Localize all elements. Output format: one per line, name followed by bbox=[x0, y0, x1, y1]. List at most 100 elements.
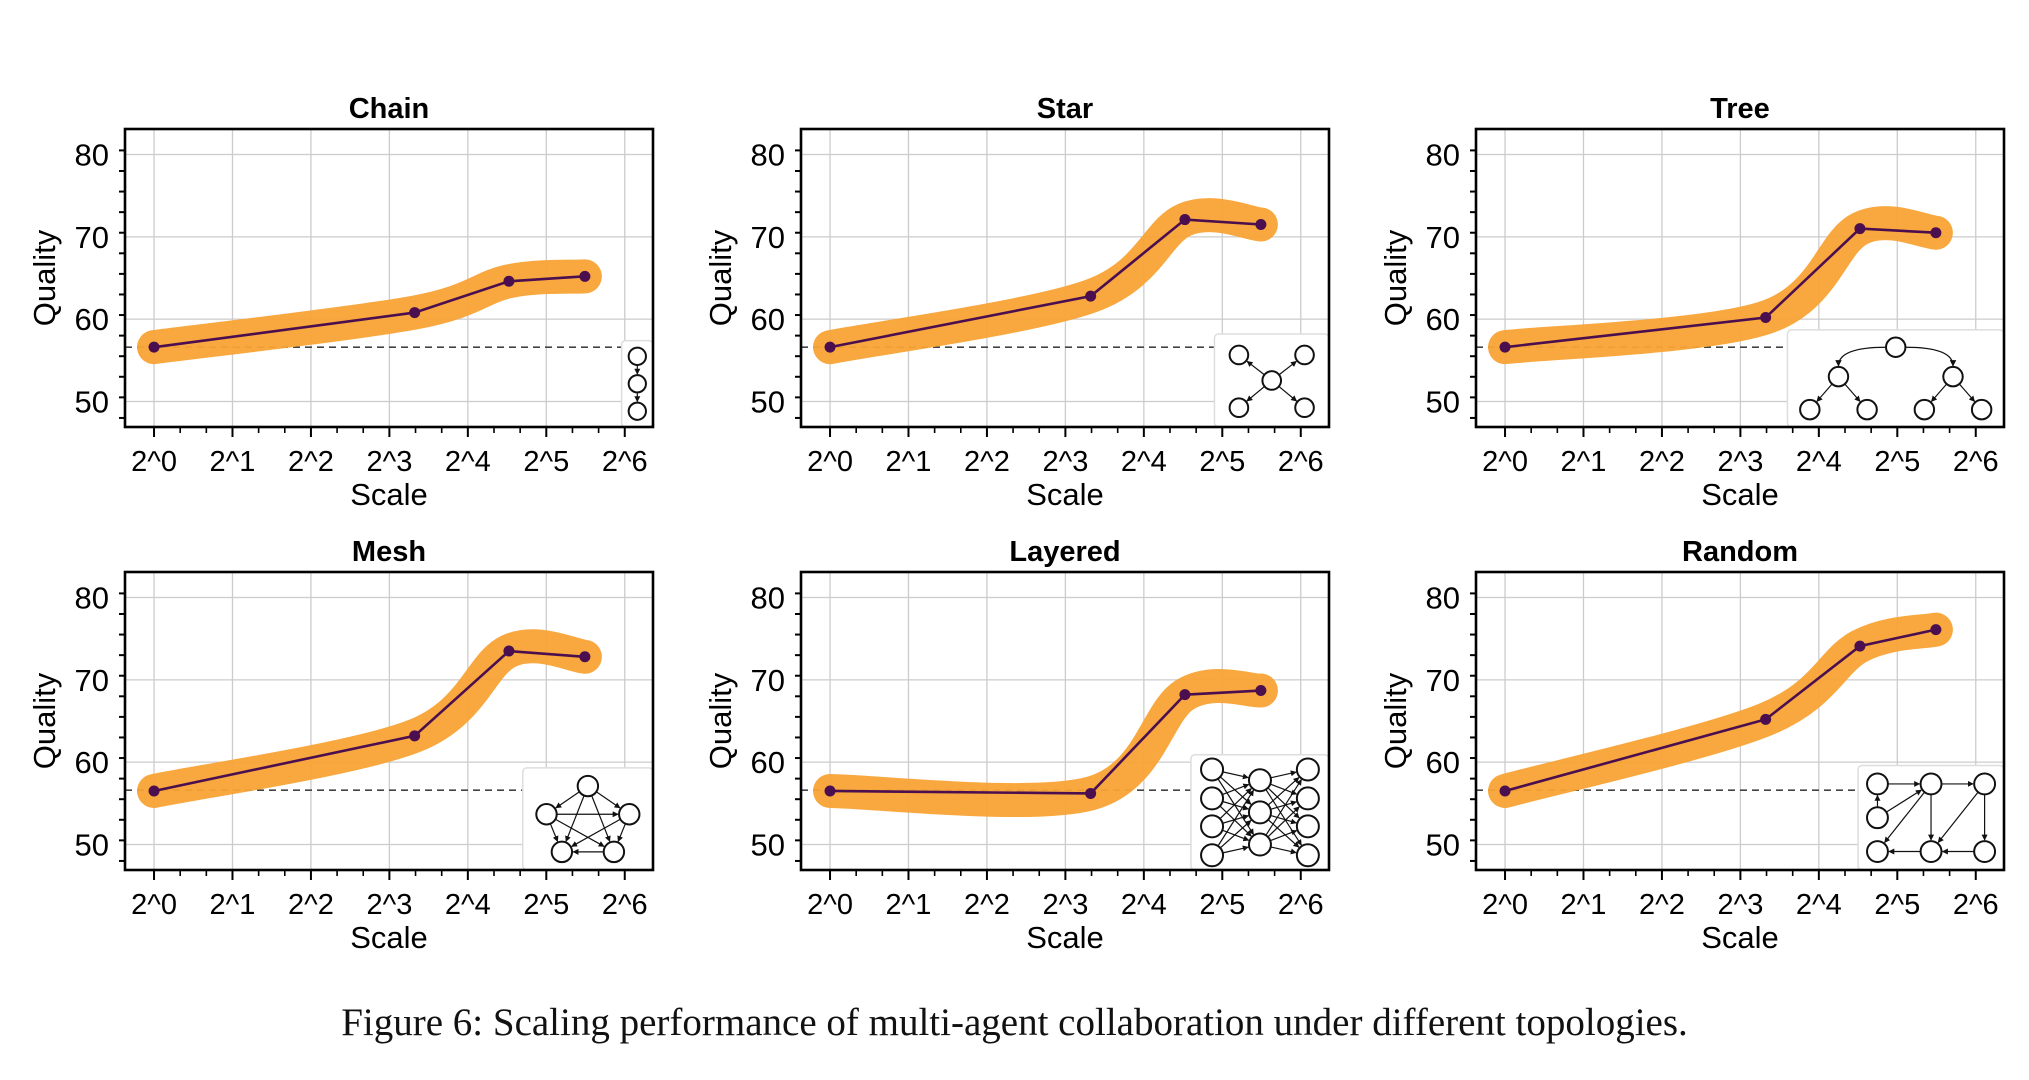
inset-edge bbox=[1217, 789, 1255, 847]
inset-edge bbox=[1835, 346, 1887, 367]
inset-node bbox=[576, 774, 600, 798]
y-tick-label: 70 bbox=[75, 663, 109, 698]
subplot-random: 50 60 70 80 2^0 2^1 2^2 2^3 2^4 2^5 2^6 Scale Qualit… bbox=[1378, 536, 2006, 955]
inset-node bbox=[535, 803, 558, 826]
x-tick-label: 2^4 bbox=[445, 889, 491, 921]
inset-edge bbox=[1270, 829, 1298, 842]
inset-edge bbox=[549, 823, 559, 843]
subplot-star: 50 60 70 80 2^0 2^1 2^2 2^3 2^4 2^5 2^6 Scale Qualit… bbox=[703, 93, 1331, 512]
y-tick-label: 80 bbox=[1426, 138, 1460, 173]
inset-node bbox=[1294, 344, 1315, 366]
data-point bbox=[1499, 341, 1511, 353]
x-tick-label: 2^2 bbox=[288, 446, 334, 478]
y-axis-label: Quality bbox=[1378, 229, 1413, 326]
x-tick-label: 2^4 bbox=[1121, 446, 1167, 478]
inset-node bbox=[1942, 365, 1964, 388]
inset-edge bbox=[555, 818, 605, 847]
inset-edge bbox=[1222, 783, 1250, 796]
x-tick-label: 2^3 bbox=[1042, 446, 1088, 478]
y-tick-label: 70 bbox=[1426, 220, 1460, 255]
inset-node bbox=[1913, 398, 1936, 421]
x-tick-label: 2^2 bbox=[1639, 889, 1685, 921]
x-tick-label: 2^4 bbox=[1796, 889, 1842, 921]
y-tick-label: 80 bbox=[75, 581, 109, 616]
inset-node bbox=[1295, 757, 1320, 782]
series-line bbox=[830, 689, 1261, 795]
data-point bbox=[579, 651, 591, 663]
x-tick-label: 2^3 bbox=[1042, 889, 1088, 921]
data-point bbox=[824, 785, 836, 797]
y-axis-label: Quality bbox=[27, 229, 62, 326]
subplot-layered: 50 60 70 80 2^0 2^1 2^2 2^3 2^4 2^5 2^6 Scale Qualit… bbox=[703, 536, 1331, 955]
y-tick-label: 80 bbox=[751, 138, 785, 173]
inset-node bbox=[1973, 840, 1997, 863]
trend-band bbox=[137, 259, 602, 365]
inset-edge bbox=[1278, 385, 1298, 402]
y-tick-label: 70 bbox=[751, 663, 785, 698]
trend-band bbox=[137, 629, 602, 808]
inset-node bbox=[1919, 772, 1943, 796]
y-tick-label: 50 bbox=[751, 384, 785, 419]
x-tick-label: 2^5 bbox=[1199, 889, 1245, 921]
inset-node bbox=[1295, 814, 1320, 839]
inset-edge bbox=[1222, 800, 1250, 811]
subplot-title: Tree bbox=[1710, 93, 1770, 125]
topology-inset-chain bbox=[620, 339, 654, 428]
inset-edge bbox=[1930, 383, 1948, 402]
x-tick-label: 2^3 bbox=[1717, 889, 1763, 921]
x-tick-label: 2^1 bbox=[886, 889, 932, 921]
inset-node bbox=[1261, 370, 1283, 391]
data-point bbox=[503, 275, 515, 287]
x-tick-label: 2^4 bbox=[445, 446, 491, 478]
series-line bbox=[153, 649, 585, 793]
inset-node bbox=[627, 401, 647, 421]
inset-edge bbox=[1267, 806, 1300, 838]
x-tick-label: 2^0 bbox=[1482, 446, 1528, 478]
inset-node bbox=[1295, 843, 1320, 868]
inset-edge bbox=[1270, 846, 1297, 855]
inset-node bbox=[1200, 843, 1225, 868]
subplot-title: Layered bbox=[1009, 536, 1120, 568]
inset-node bbox=[1856, 398, 1878, 421]
inset-node bbox=[1200, 786, 1225, 811]
data-point bbox=[1179, 214, 1191, 226]
inset-edge bbox=[565, 795, 585, 843]
data-point bbox=[1085, 290, 1097, 302]
subplot-title: Chain bbox=[349, 93, 430, 125]
y-tick-label: 70 bbox=[751, 220, 785, 255]
x-tick-label: 2^1 bbox=[210, 446, 256, 478]
topology-inset-layered bbox=[1190, 754, 1330, 871]
x-axis-label: Scale bbox=[350, 477, 428, 512]
inset-node bbox=[627, 346, 647, 366]
y-tick-label: 70 bbox=[75, 220, 109, 255]
inset-edge bbox=[1270, 770, 1297, 779]
inset-edge bbox=[1816, 383, 1833, 402]
x-tick-label: 2^0 bbox=[807, 446, 853, 478]
inset-node bbox=[1247, 768, 1272, 793]
inset-edge bbox=[617, 823, 626, 843]
x-tick-label: 2^5 bbox=[1874, 889, 1920, 921]
data-point bbox=[148, 785, 160, 797]
x-tick-label: 2^1 bbox=[1561, 446, 1607, 478]
subplot-tree: 50 60 70 80 2^0 2^1 2^2 2^3 2^4 2^5 2^6 Scale Qualit… bbox=[1378, 93, 2006, 512]
series-line bbox=[153, 275, 585, 349]
topology-inset-star bbox=[1213, 333, 1330, 428]
data-point bbox=[1255, 685, 1267, 697]
data-point bbox=[1499, 785, 1511, 797]
inset-edge bbox=[1222, 771, 1249, 780]
inset-edge bbox=[571, 818, 621, 847]
x-axis-label: Scale bbox=[1701, 477, 1779, 512]
inset-edge bbox=[1219, 819, 1252, 849]
inset-edge bbox=[595, 791, 621, 809]
trend-band bbox=[1488, 612, 1953, 808]
inset-edge bbox=[1270, 814, 1297, 825]
inset-node bbox=[1799, 398, 1821, 421]
series-line bbox=[829, 218, 1261, 349]
data-point bbox=[1854, 223, 1866, 235]
inset-edge bbox=[1265, 789, 1302, 846]
inset-node bbox=[627, 374, 647, 394]
inset-edge bbox=[591, 795, 611, 843]
series-line bbox=[1504, 227, 1936, 349]
data-point bbox=[1085, 787, 1097, 799]
y-axis-label: Quality bbox=[703, 672, 738, 769]
